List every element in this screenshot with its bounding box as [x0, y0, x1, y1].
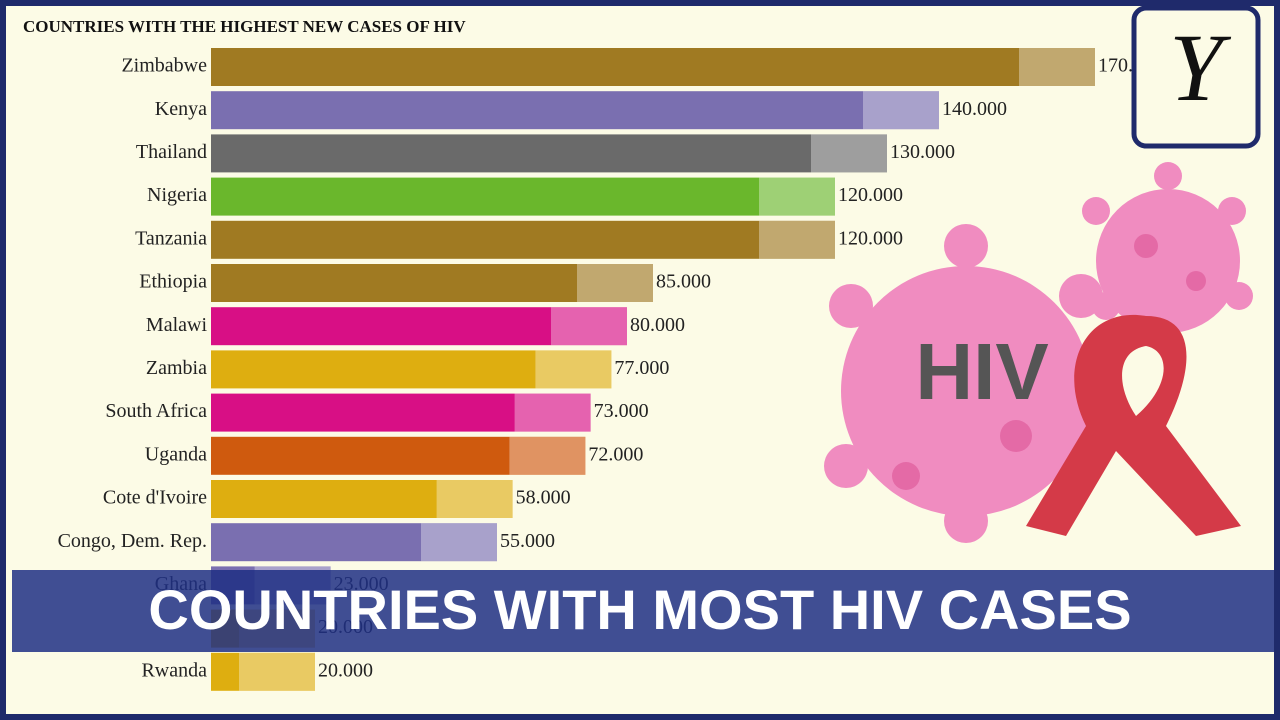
value-label: 130.000	[890, 141, 955, 163]
flag	[239, 652, 315, 691]
banner-bg	[12, 570, 1274, 652]
frame: Zimbabwe 170.000 Kenya 140.000 Thailand 130.0…	[6, 6, 1274, 714]
logo-box	[1131, 6, 1261, 149]
bar	[211, 134, 887, 173]
bar	[211, 350, 612, 389]
value-label: 20.000	[318, 659, 373, 681]
y-tick-label: Zimbabwe	[121, 55, 207, 77]
bar	[211, 393, 591, 432]
y-tick-label: South Africa	[105, 400, 207, 422]
flag	[436, 480, 513, 518]
flag	[811, 134, 887, 173]
value-label: 55.000	[500, 530, 555, 552]
flag	[1019, 48, 1095, 86]
bar	[211, 307, 627, 346]
value-label: 120.000	[838, 184, 903, 206]
flag	[577, 264, 653, 302]
value-label: 58.000	[516, 487, 571, 509]
value-label: 120.000	[838, 227, 903, 249]
flag	[509, 436, 586, 475]
y-tick-label: Cote d'Ivoire	[103, 487, 207, 509]
y-tick-label: Malawi	[146, 314, 208, 336]
value-label: 140.000	[942, 98, 1007, 120]
bar	[211, 523, 497, 562]
y-tick-label: Zambia	[146, 357, 207, 379]
y-tick-label: Tanzania	[135, 227, 207, 249]
banner-text: COUNTRIES WITH MOST HIV CASES	[148, 578, 1131, 641]
value-label: 72.000	[588, 443, 643, 465]
value-label: 73.000	[594, 400, 649, 422]
bar	[211, 91, 939, 130]
y-tick-label: Ethiopia	[139, 271, 207, 293]
chart-title: COUNTRIES WITH THE HIGHEST NEW CASES OF …	[23, 17, 466, 36]
bar	[211, 264, 653, 302]
flag	[514, 393, 591, 432]
bar	[211, 48, 1095, 86]
flag	[759, 220, 835, 259]
bar	[211, 177, 835, 216]
y-tick-label: Kenya	[155, 98, 207, 120]
flag	[759, 177, 835, 216]
flag	[551, 307, 627, 346]
bar	[211, 220, 835, 259]
bar	[211, 436, 586, 475]
y-tick-label: Thailand	[136, 141, 207, 163]
bar	[211, 480, 513, 518]
y-tick-label: Nigeria	[147, 184, 207, 206]
y-tick-label: Rwanda	[141, 659, 207, 681]
y-tick-label: Congo, Dem. Rep.	[58, 530, 207, 552]
hiv-illustration: HIV	[824, 162, 1253, 543]
value-label: 85.000	[656, 271, 711, 293]
value-label: 77.000	[614, 357, 669, 379]
illustration-text: HIV	[915, 327, 1048, 416]
value-label: 80.000	[630, 314, 685, 336]
y-tick-label: Uganda	[145, 443, 207, 465]
flag	[863, 91, 939, 130]
flag	[535, 350, 612, 389]
flag	[421, 523, 497, 562]
bar	[211, 652, 315, 691]
logo: Y	[1169, 14, 1231, 121]
